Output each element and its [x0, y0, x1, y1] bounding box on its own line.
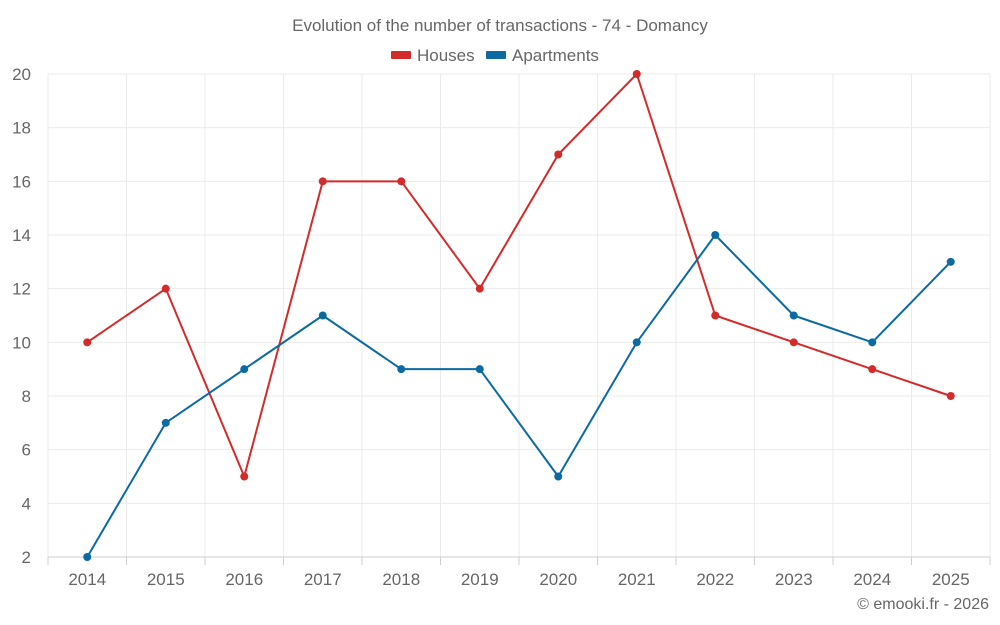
- legend-item-houses[interactable]: Houses: [391, 46, 475, 65]
- data-point-apartments[interactable]: [397, 365, 406, 374]
- data-point-houses[interactable]: [475, 284, 484, 293]
- data-point-houses[interactable]: [554, 150, 563, 159]
- data-point-apartments[interactable]: [240, 365, 249, 374]
- legend-swatch-houses: [391, 51, 411, 59]
- x-tick-label: 2024: [853, 570, 891, 589]
- y-tick-label: 10: [12, 333, 31, 352]
- data-point-apartments[interactable]: [83, 553, 92, 561]
- grid: [47, 73, 991, 557]
- legend-swatch-apartments: [486, 51, 506, 59]
- series-apartments: [83, 231, 955, 561]
- y-tick-label: 20: [12, 65, 31, 84]
- y-tick-label: 18: [12, 119, 31, 138]
- y-tick-label: 14: [12, 226, 31, 245]
- data-point-apartments[interactable]: [318, 311, 327, 320]
- series-houses: [83, 70, 955, 481]
- series-line-houses: [86, 73, 952, 478]
- data-point-houses[interactable]: [946, 392, 955, 400]
- x-tick-label: 2019: [461, 570, 499, 589]
- data-point-apartments[interactable]: [868, 338, 877, 347]
- y-tick-label: 16: [12, 172, 31, 191]
- data-point-apartments[interactable]: [946, 257, 955, 266]
- data-point-houses[interactable]: [83, 338, 92, 347]
- credit-text: © emooki.fr - 2026: [857, 596, 989, 613]
- legend-label-houses: Houses: [417, 46, 475, 65]
- y-tick-label: 2: [22, 548, 31, 567]
- data-point-apartments[interactable]: [475, 365, 484, 374]
- x-tick-label: 2025: [932, 570, 970, 589]
- x-tick-label: 2018: [382, 570, 420, 589]
- data-point-houses[interactable]: [240, 472, 249, 481]
- series: [83, 70, 955, 561]
- x-tick-label: 2014: [68, 570, 106, 589]
- x-tick-label: 2020: [539, 570, 577, 589]
- x-tick-label: 2022: [696, 570, 734, 589]
- data-point-houses[interactable]: [161, 284, 170, 293]
- data-point-houses[interactable]: [789, 338, 798, 347]
- data-point-houses[interactable]: [397, 177, 406, 186]
- data-point-apartments[interactable]: [789, 311, 798, 320]
- data-point-houses[interactable]: [711, 311, 720, 320]
- data-point-apartments[interactable]: [632, 338, 641, 347]
- y-tick-label: 8: [22, 387, 31, 406]
- y-tick-label: 12: [12, 280, 31, 299]
- y-tick-label: 6: [22, 441, 31, 460]
- data-point-houses[interactable]: [632, 70, 641, 78]
- x-tick-label: 2017: [304, 570, 342, 589]
- legend-item-apartments[interactable]: Apartments: [486, 46, 599, 65]
- x-tick-label: 2021: [618, 570, 656, 589]
- series-line-apartments: [86, 234, 952, 558]
- data-point-apartments[interactable]: [711, 231, 720, 239]
- legend: Houses Apartments: [391, 46, 599, 65]
- x-tick-label: 2016: [225, 570, 263, 589]
- axes: 2 4 6 8 10 12 14 16 18 20 2014 2015 2016 2017 2018 2019…: [12, 65, 991, 589]
- data-point-houses[interactable]: [318, 177, 327, 186]
- data-point-houses[interactable]: [868, 365, 877, 374]
- legend-label-apartments: Apartments: [512, 46, 599, 65]
- data-point-apartments[interactable]: [554, 472, 563, 481]
- data-point-apartments[interactable]: [161, 418, 170, 427]
- x-tick-label: 2023: [775, 570, 813, 589]
- y-tick-label: 4: [22, 494, 31, 513]
- x-tick-label: 2015: [147, 570, 185, 589]
- chart-title: Evolution of the number of transactions …: [292, 16, 708, 35]
